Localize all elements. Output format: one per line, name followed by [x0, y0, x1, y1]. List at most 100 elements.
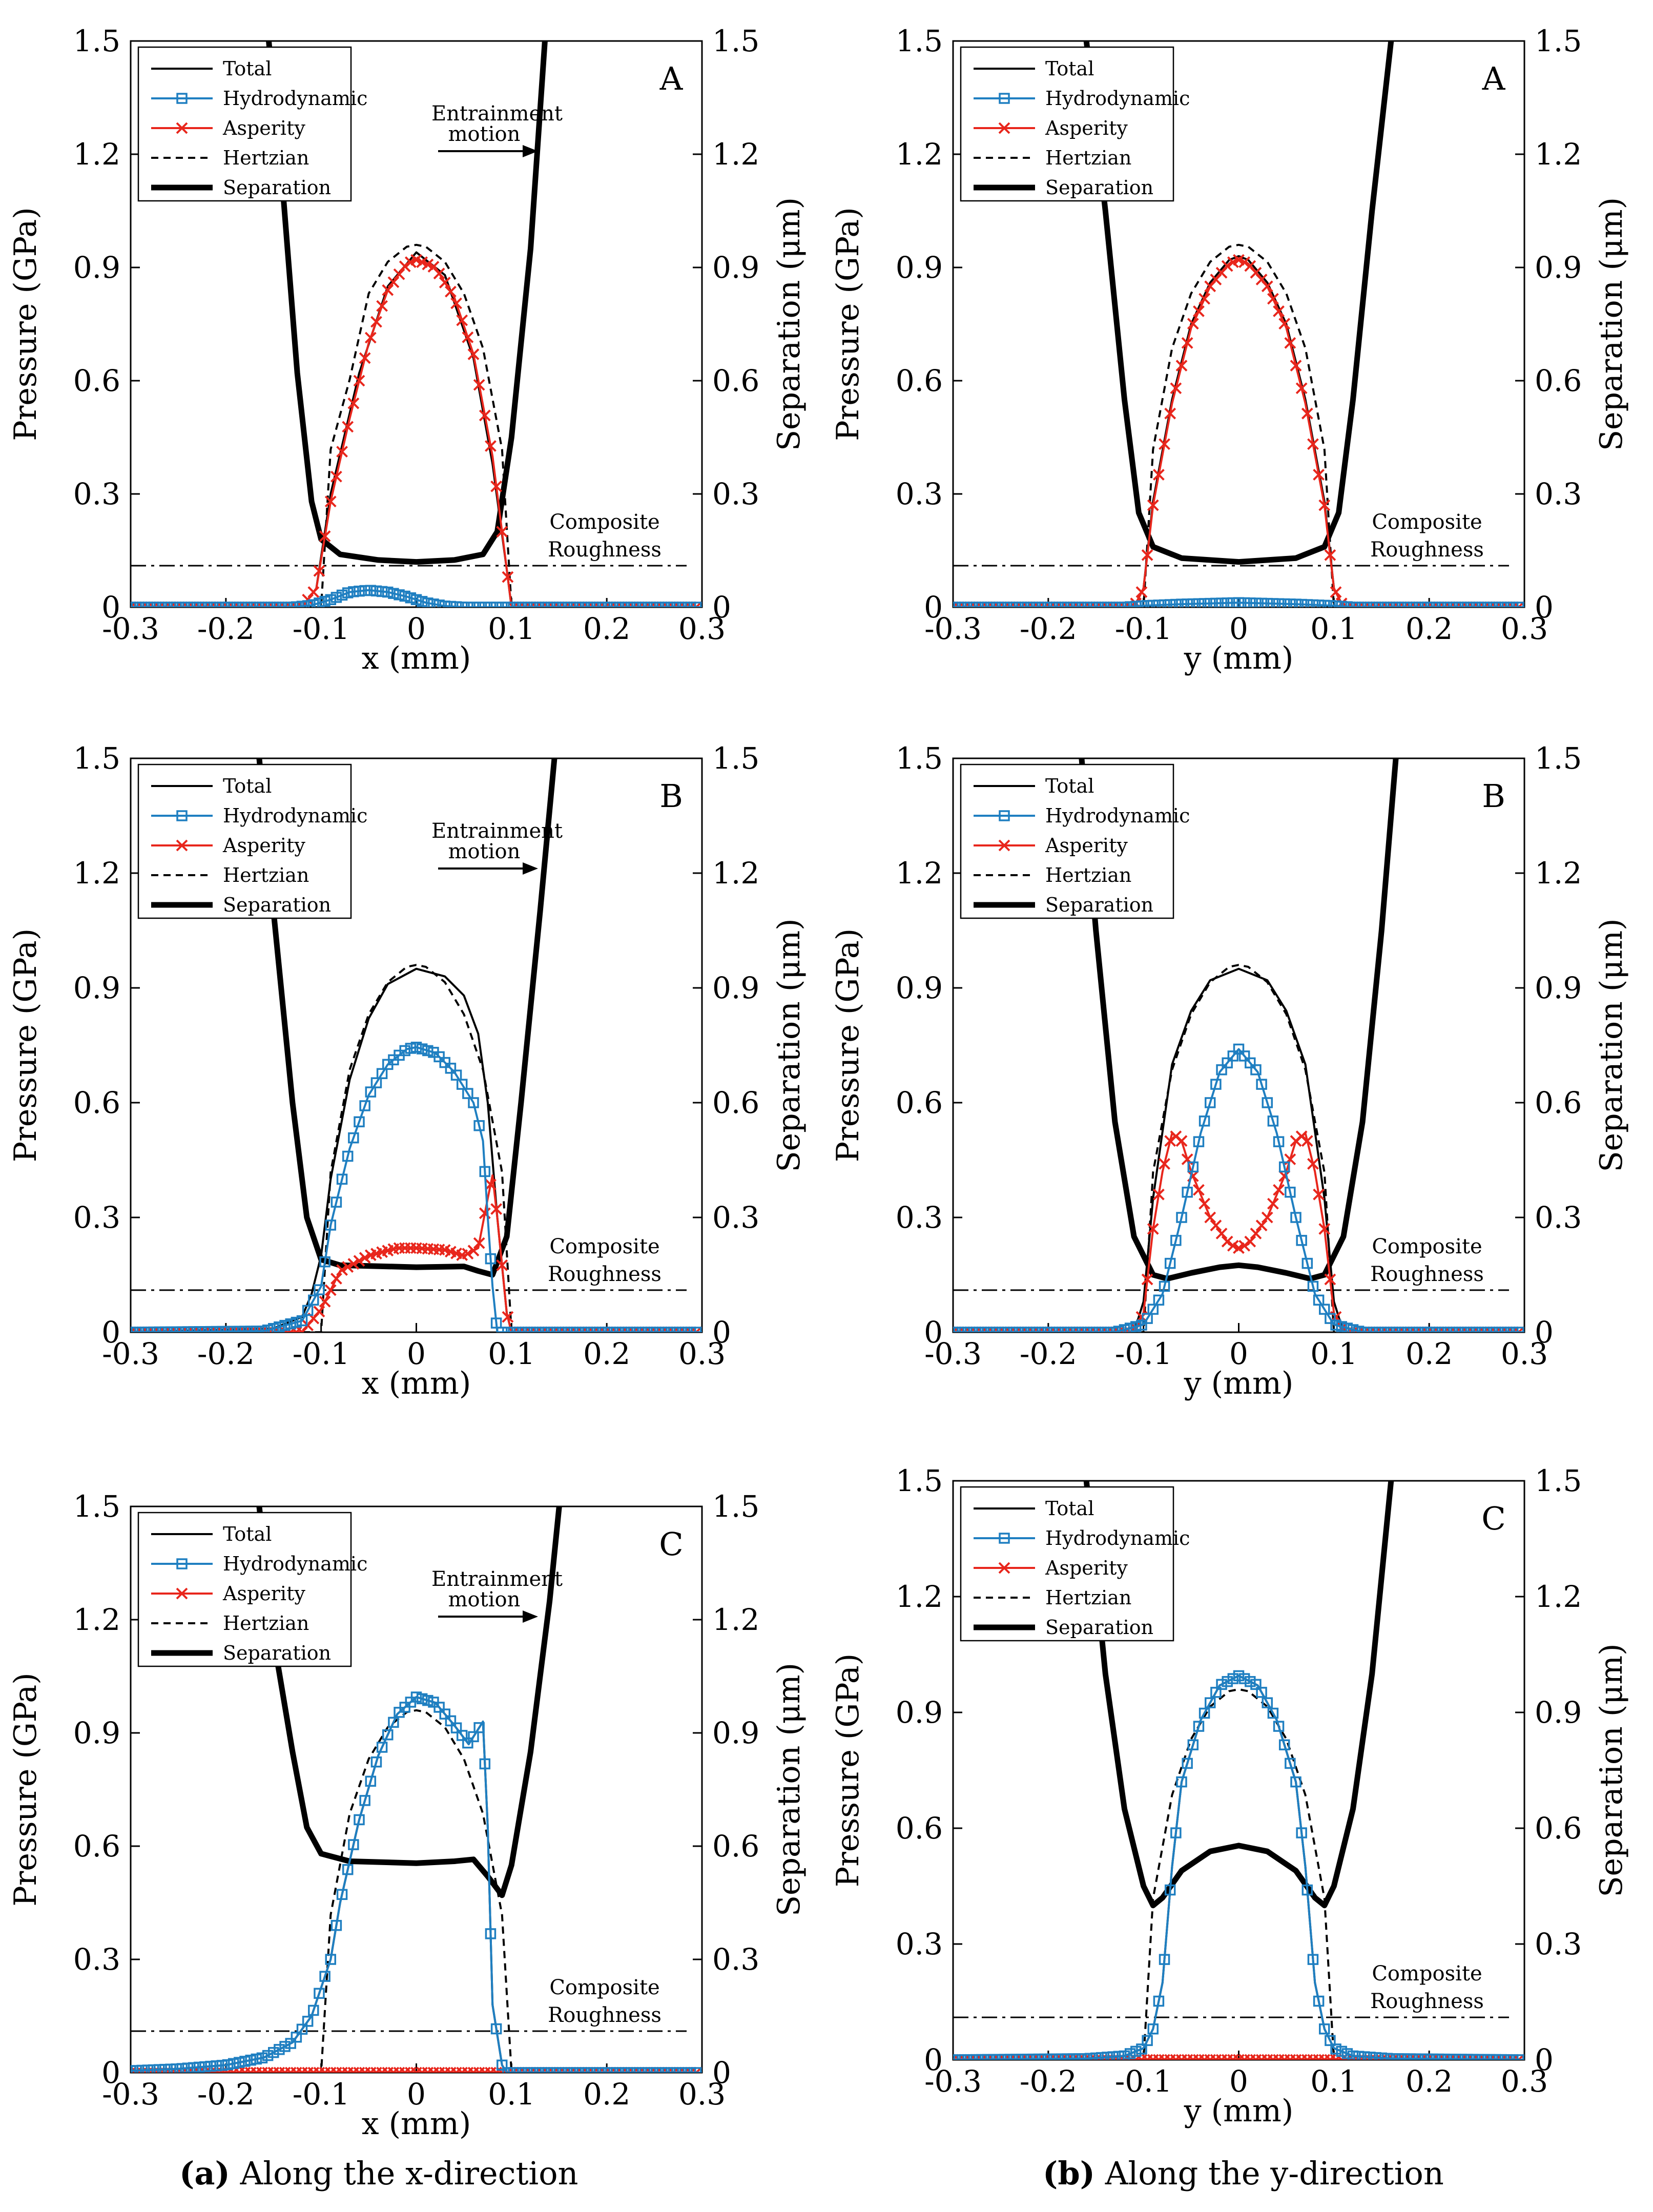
series-asperity-marker: [490, 480, 503, 492]
series-hydrodynamic-marker: [1421, 1327, 1433, 1332]
series-hydrodynamic-marker: [1461, 2054, 1473, 2060]
series-hydrodynamic-marker: [1290, 598, 1301, 607]
series-hydrodynamic-marker: [588, 2067, 599, 2073]
series-hydrodynamic-marker: [1353, 602, 1365, 607]
series-asperity-marker: [1318, 499, 1331, 511]
series-hydrodynamic-marker: [1376, 2052, 1387, 2060]
series-hydrodynamic-marker: [399, 1045, 410, 1057]
series-hydrodynamic-marker: [410, 1041, 422, 1053]
series-hydrodynamic-marker: [497, 2059, 508, 2071]
series-hydrodynamic-marker: [1050, 1327, 1062, 1332]
roughness-label: Composite: [549, 1976, 659, 1999]
series-hydrodynamic-marker: [993, 1327, 1004, 1332]
legend-label: Total: [1045, 57, 1094, 80]
series-hydrodynamic-marker: [1153, 599, 1165, 607]
series-asperity-marker: [1513, 2054, 1524, 2060]
series-hydrodynamic-marker: [1182, 1758, 1193, 1769]
series-asperity-marker: [376, 300, 388, 312]
legend-box: [137, 1512, 352, 1667]
series-hydrodynamic-marker: [1170, 598, 1182, 607]
legend-label: Hertzian: [223, 147, 309, 169]
x-tick-label: -0.1: [1115, 1336, 1172, 1371]
series-hydrodynamic-marker: [691, 1327, 702, 1332]
series-hydrodynamic-marker: [1427, 1327, 1439, 1332]
x-tick-label: -0.3: [102, 2077, 159, 2112]
series-hydrodynamic-marker: [1113, 602, 1125, 607]
series-hydrodynamic-marker: [1136, 600, 1147, 607]
series-hydrodynamic-marker: [330, 1196, 342, 1208]
series-hydrodynamic-marker: [445, 1063, 457, 1074]
series-asperity-marker: [1318, 1223, 1331, 1235]
series-hydrodynamic-marker: [1170, 1235, 1182, 1246]
series-asperity-marker: [347, 397, 360, 409]
y-axis-label: Pressure (GPa): [8, 928, 44, 1162]
panel-label: A: [659, 60, 684, 97]
series-hydrodynamic-marker: [354, 585, 365, 597]
legend-label: Separation: [223, 894, 331, 916]
series-hydrodynamic-marker: [365, 1775, 377, 1787]
series-hydrodynamic-marker: [1096, 2052, 1107, 2060]
series-asperity-marker: [1290, 360, 1302, 371]
series-hydrodynamic-marker: [359, 1100, 370, 1111]
series-hydrodynamic-marker: [1044, 602, 1056, 607]
series-hydrodynamic-marker: [1056, 602, 1067, 607]
series-hydrodynamic-marker: [416, 1693, 428, 1705]
series-asperity-marker: [387, 276, 400, 288]
series-hydrodynamic-marker: [154, 1326, 165, 1332]
series-hydrodynamic-marker: [171, 602, 182, 607]
series-hydrodynamic-marker: [1238, 1673, 1250, 1684]
series-hydrodynamic-marker: [194, 2061, 205, 2073]
series-hydrodynamic-marker: [611, 1327, 622, 1332]
series-hydrodynamic-marker: [513, 1327, 525, 1332]
legend-label: Total: [1045, 1497, 1094, 1520]
series-hydrodynamic-marker: [1370, 602, 1381, 607]
series-hydrodynamic-marker: [605, 602, 616, 607]
series-hydrodynamic-marker: [1010, 602, 1022, 607]
series-hydrodynamic-marker: [228, 1326, 239, 1332]
legend-label: Asperity: [222, 834, 305, 857]
series-hydrodynamic-marker: [354, 1116, 365, 1128]
series-hydrodynamic-marker: [1444, 2053, 1456, 2060]
series-hydrodynamic-marker: [1102, 602, 1113, 607]
roughness-label: Roughness: [548, 1263, 662, 1286]
series-hydrodynamic-marker: [171, 2063, 182, 2073]
series-hydrodynamic-marker: [593, 2067, 605, 2073]
series-hydrodynamic-marker: [348, 586, 359, 597]
x-tick-label: 0: [407, 611, 426, 646]
series-hydrodynamic-marker: [673, 2067, 685, 2073]
series-asperity-marker: [1307, 438, 1319, 450]
series-hydrodynamic-marker: [256, 1326, 268, 1332]
series-hydrodynamic-marker: [1096, 1327, 1107, 1332]
series-hydrodynamic-marker: [228, 2058, 239, 2070]
series-hydrodynamic-marker: [622, 602, 633, 607]
series-hydrodynamic-marker: [508, 2067, 519, 2073]
series-hydrodynamic-marker: [450, 1722, 462, 1733]
series-hydrodynamic-marker: [205, 2060, 216, 2072]
x-tick-label: 0.1: [488, 2077, 535, 2112]
series-asperity-marker: [370, 316, 382, 328]
series-hydrodynamic-marker: [1433, 602, 1444, 607]
series-asperity-marker: [1135, 586, 1148, 598]
y2-tick-label: 0.3: [712, 1200, 759, 1235]
series-hydrodynamic-marker: [1205, 1697, 1216, 1708]
series-hydrodynamic-marker: [502, 1327, 513, 1332]
series-asperity-marker: [336, 1264, 348, 1276]
legend: Total Hydrodynamic Asperity Hertzian Separat…: [137, 1512, 367, 1667]
series-hydrodynamic-marker: [599, 602, 611, 607]
y-tick-label: 1.5: [896, 1463, 943, 1498]
y-tick-label: 0.3: [73, 477, 120, 511]
series-hydrodynamic-marker: [519, 602, 531, 607]
series-hydrodynamic-marker: [1245, 597, 1256, 607]
series-hydrodynamic-marker: [1262, 597, 1273, 607]
series-hydrodynamic-marker: [205, 1326, 216, 1332]
series-hydrodynamic-marker: [1473, 602, 1484, 607]
series-hydrodynamic-marker: [416, 596, 428, 607]
series-hydrodynamic-marker: [1336, 601, 1347, 607]
series-hydrodynamic-marker: [651, 1327, 662, 1332]
x-tick-label: 0.1: [1310, 611, 1357, 646]
series-hydrodynamic-marker: [959, 1327, 970, 1332]
legend-marker: [999, 93, 1010, 104]
y-tick-label: 0.3: [73, 1942, 120, 1977]
y-tick-label: 1.5: [896, 24, 943, 58]
